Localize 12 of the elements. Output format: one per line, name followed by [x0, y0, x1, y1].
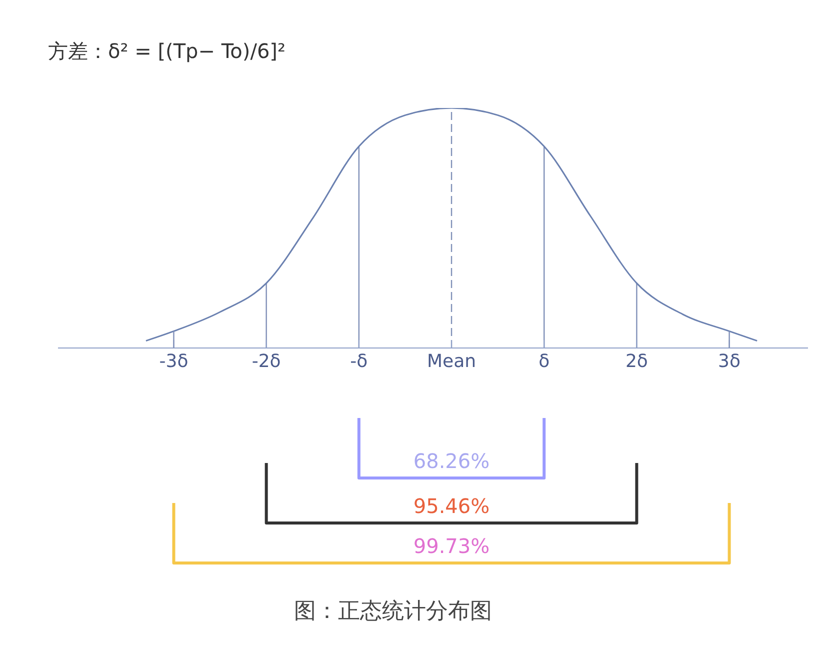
- x-tick-label: δ: [538, 350, 550, 372]
- x-tick-label: -3δ: [159, 350, 188, 372]
- text: 68.26%: [413, 449, 490, 473]
- x-tick-label: -δ: [350, 350, 368, 372]
- chart-title: 方差：δ² = [(Tp− To)/6]²: [48, 38, 286, 65]
- text: 图：正态统计分布图: [293, 598, 493, 626]
- x-tick-label: Mean: [426, 350, 476, 372]
- text: 99.73%: [413, 534, 490, 558]
- x-tick-label: -2δ: [252, 350, 281, 372]
- x-tick-label: 3δ: [718, 350, 741, 372]
- x-tick-label: 2δ: [625, 350, 648, 372]
- text: 95.46%: [413, 494, 490, 518]
